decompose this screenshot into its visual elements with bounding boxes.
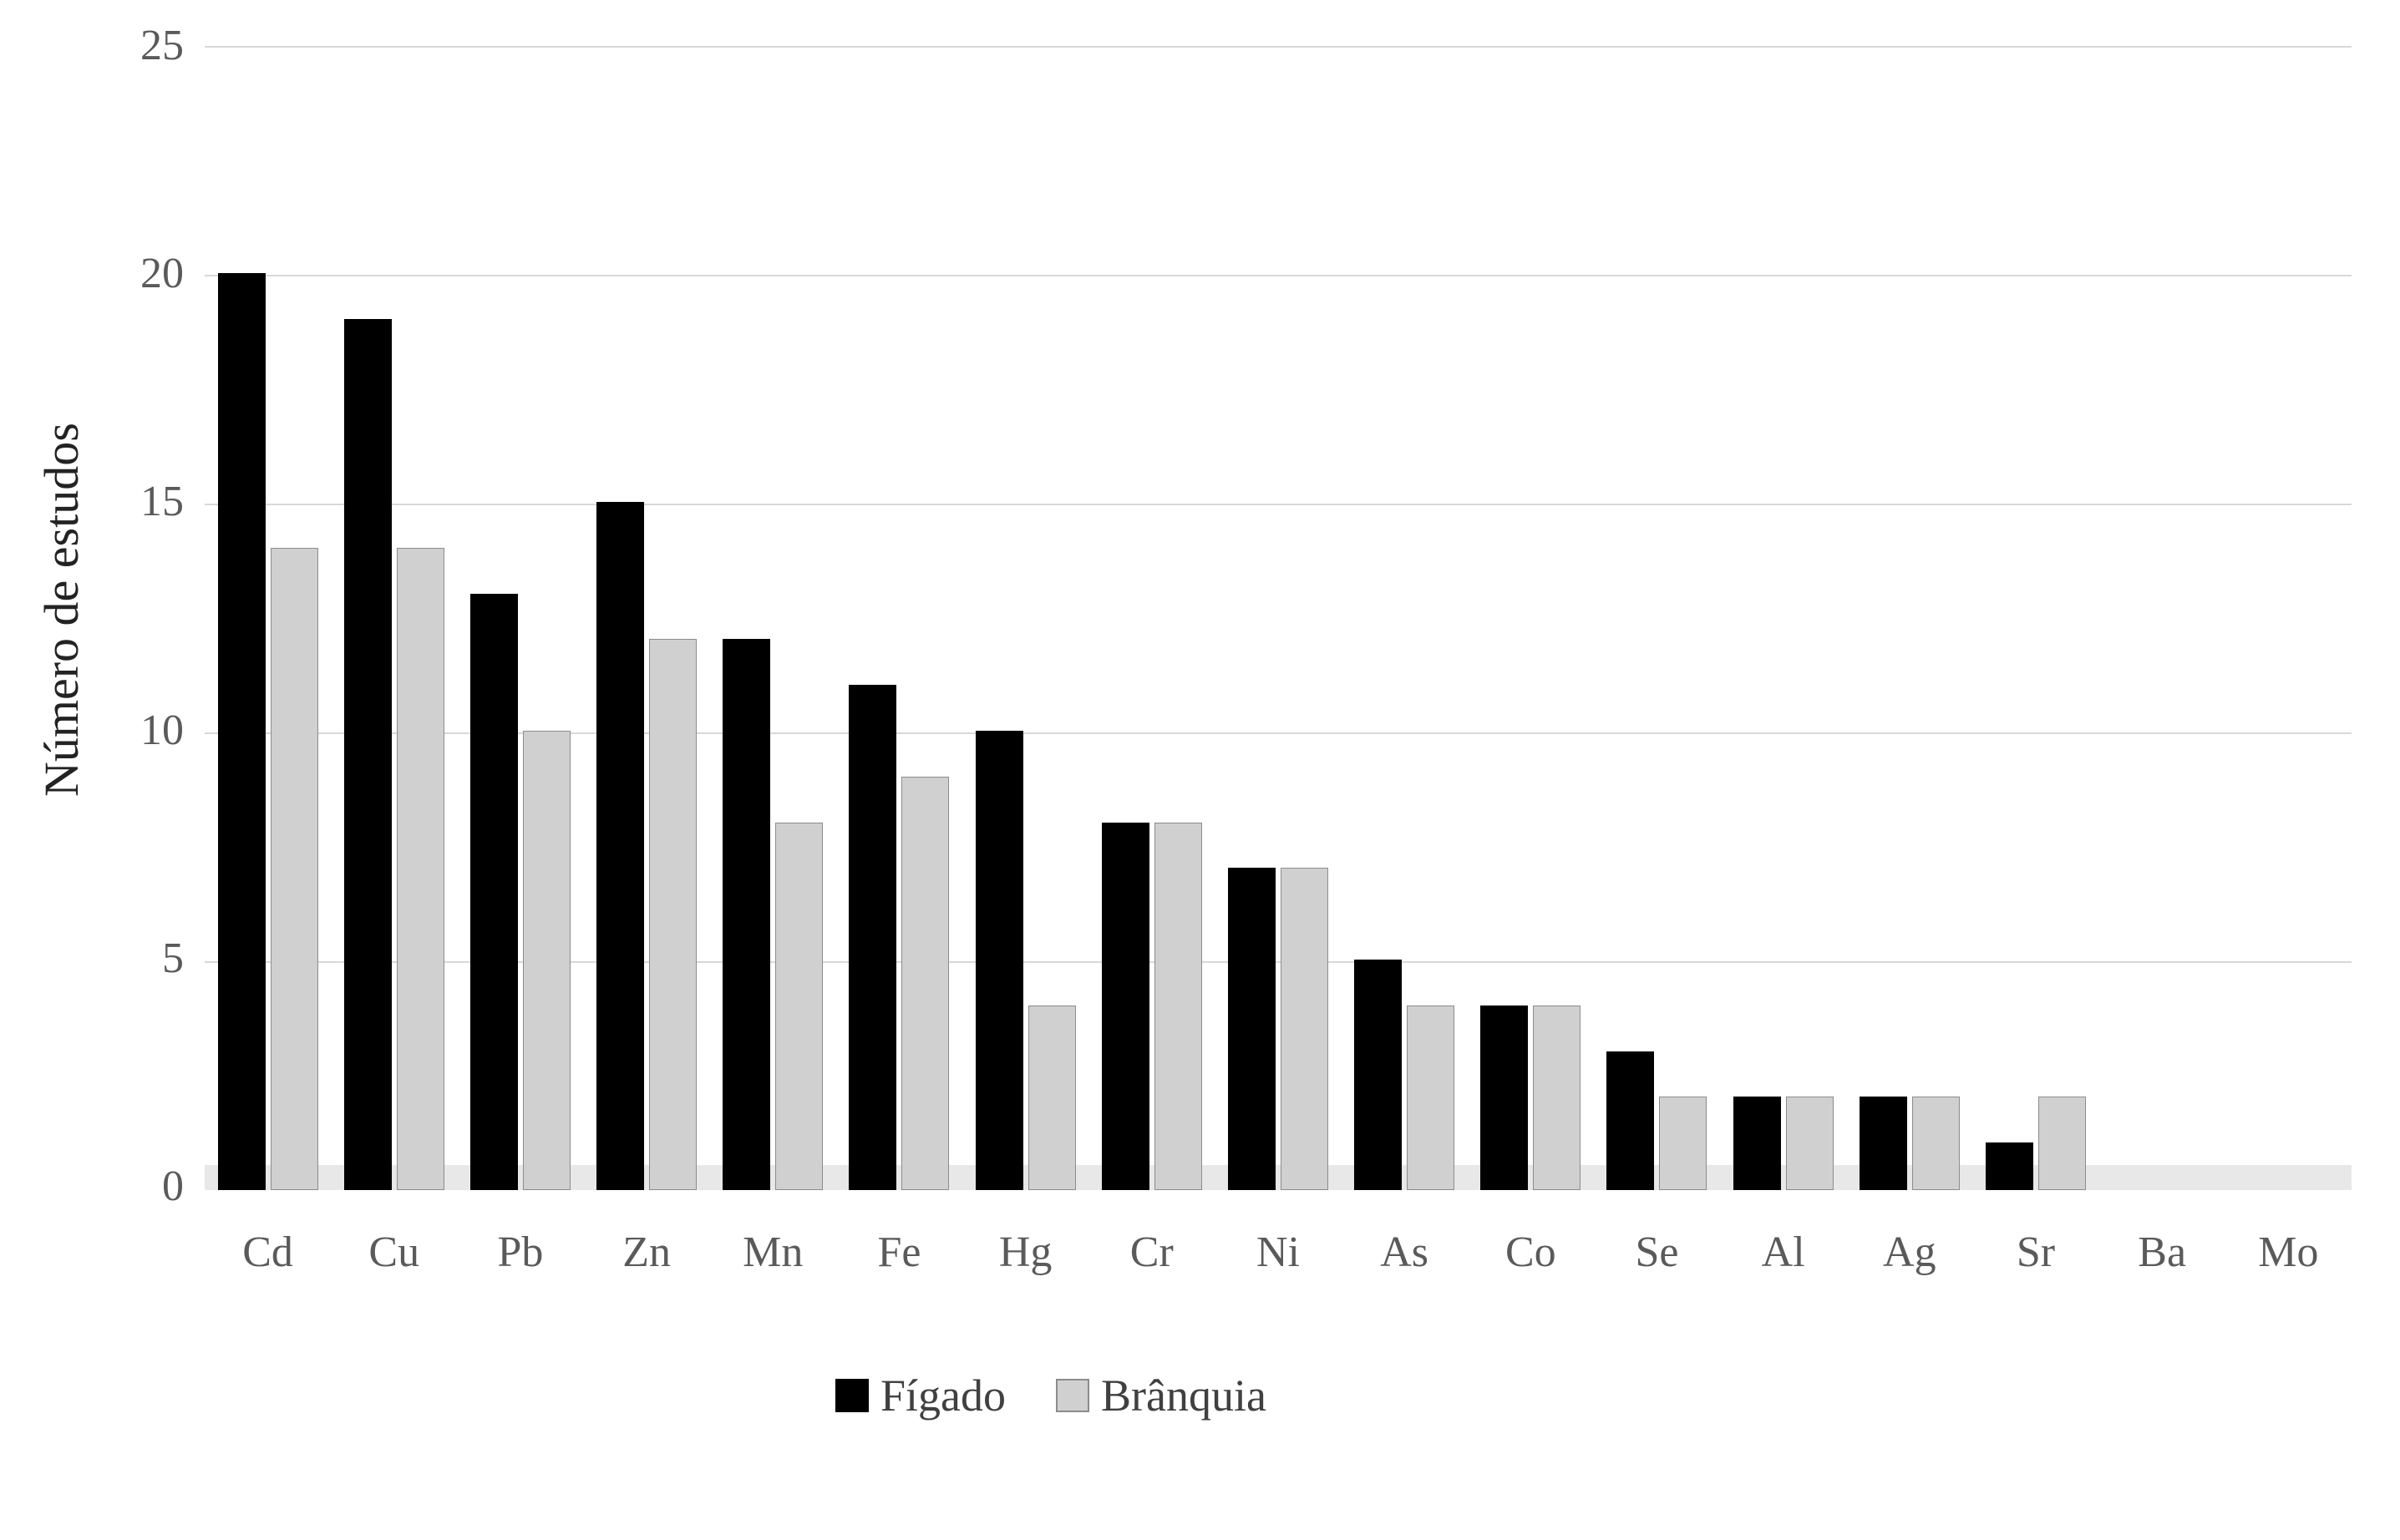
bar-group (1342, 960, 1468, 1190)
bar-group (962, 731, 1088, 1190)
y-tick-label: 20 (140, 249, 184, 298)
bar-figado (470, 594, 518, 1190)
bar-branquia (271, 548, 318, 1190)
bar-branquia (397, 548, 444, 1190)
bar-group (584, 502, 710, 1190)
bar-figado (1986, 1142, 2033, 1190)
bar-branquia (649, 639, 697, 1190)
bar-figado (344, 319, 392, 1190)
y-tick-label: 0 (162, 1162, 184, 1211)
bar-branquia (2038, 1097, 2086, 1190)
bar-branquia (775, 823, 823, 1190)
y-tick-label: 5 (162, 934, 184, 983)
legend-swatch (835, 1379, 869, 1412)
bar-figado (1733, 1097, 1781, 1190)
x-tick-label: Cr (1088, 1228, 1215, 1294)
bar-branquia (1659, 1097, 1707, 1190)
x-tick-label: Fe (836, 1228, 962, 1294)
bar-figado (1354, 960, 1402, 1190)
y-tick-label: 25 (140, 21, 184, 70)
bar-branquia (1154, 823, 1202, 1190)
bar-branquia (1912, 1097, 1960, 1190)
bar-group (1088, 823, 1215, 1190)
bar-figado (596, 502, 644, 1190)
bar-group (1720, 1097, 1846, 1190)
y-tick-label: 10 (140, 706, 184, 755)
legend-label: Brânquia (1101, 1370, 1266, 1421)
bar-group (1972, 1097, 2098, 1190)
bar-branquia (523, 731, 571, 1190)
bar-figado (1102, 823, 1149, 1190)
x-tick-label: Pb (457, 1228, 583, 1294)
bar-group (1594, 1051, 1720, 1190)
legend-item: Brânquia (1056, 1370, 1266, 1421)
bar-figado (849, 685, 896, 1190)
y-tick-label: 15 (140, 477, 184, 526)
bar-group (836, 685, 962, 1190)
bar-figado (723, 639, 770, 1190)
bar-group (205, 273, 331, 1190)
x-tick-label: Mn (710, 1228, 836, 1294)
bar-figado (1606, 1051, 1654, 1190)
legend-swatch (1056, 1379, 1089, 1412)
bar-branquia (1407, 1006, 1454, 1190)
x-tick-label: Cu (331, 1228, 457, 1294)
bar-figado (218, 273, 266, 1190)
legend-label: Fígado (880, 1370, 1006, 1421)
legend-item: Fígado (835, 1370, 1006, 1421)
bar-figado (1480, 1006, 1528, 1190)
bar-figado (976, 731, 1023, 1190)
bar-chart: Número de estudos 2520151050 CdCuPbZnMnF… (0, 0, 2400, 1540)
bar-group (1846, 1097, 1972, 1190)
bar-branquia (1028, 1006, 1076, 1190)
y-axis-ticks: 25 20 15 10 5 0 (117, 21, 184, 1211)
x-tick-label: Se (1594, 1228, 1720, 1294)
x-tick-label: Al (1720, 1228, 1846, 1294)
bars-layer (205, 46, 2352, 1190)
x-tick-label: Sr (1972, 1228, 2098, 1294)
x-tick-label: Cd (205, 1228, 331, 1294)
bar-branquia (1281, 868, 1328, 1190)
bar-figado (1228, 868, 1276, 1190)
plot-area (205, 46, 2352, 1190)
x-tick-label: Co (1468, 1228, 1594, 1294)
bar-group (457, 594, 583, 1190)
x-tick-label: Zn (584, 1228, 710, 1294)
bar-group (1215, 868, 1341, 1190)
bar-branquia (1533, 1006, 1581, 1190)
bar-group (710, 639, 836, 1190)
x-tick-label: Ni (1215, 1228, 1341, 1294)
bar-branquia (901, 777, 949, 1190)
x-tick-label: Hg (962, 1228, 1088, 1294)
bar-branquia (1786, 1097, 1834, 1190)
x-tick-label: As (1342, 1228, 1468, 1294)
legend: Fígado Brânquia (835, 1370, 1266, 1421)
x-tick-label: Ba (2099, 1228, 2225, 1294)
x-tick-label: Mo (2225, 1228, 2352, 1294)
x-tick-label: Ag (1846, 1228, 1972, 1294)
x-axis-labels: CdCuPbZnMnFeHgCrNiAsCoSeAlAgSrBaMo (205, 1228, 2352, 1294)
bar-group (1468, 1006, 1594, 1190)
bar-group (331, 319, 457, 1190)
bar-figado (1860, 1097, 1907, 1190)
y-axis-title: Número de estudos (33, 167, 89, 1052)
